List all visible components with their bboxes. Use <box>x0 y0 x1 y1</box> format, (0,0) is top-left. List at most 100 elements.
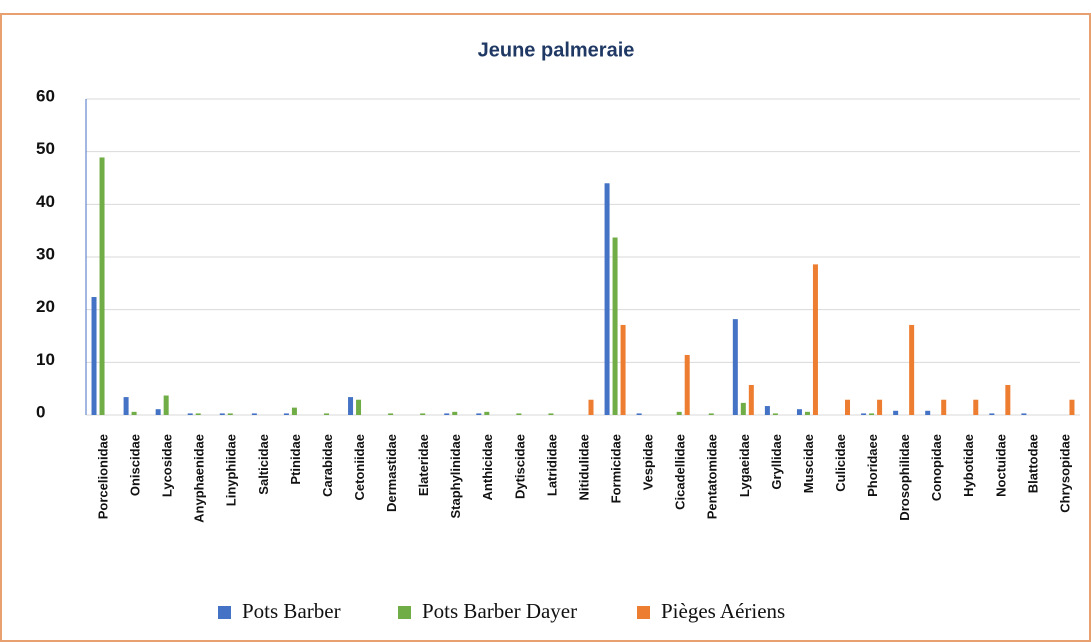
x-tick-label: Salticidae <box>256 434 271 495</box>
bar <box>604 183 610 415</box>
bar <box>812 264 818 415</box>
bar <box>732 319 738 415</box>
chart-title: Jeune palmeraie <box>478 39 635 61</box>
bar <box>484 411 490 415</box>
bar <box>476 413 482 415</box>
y-tick-label: 40 <box>36 192 55 211</box>
bar <box>91 297 97 415</box>
x-tick-label: Anyphaenidae <box>192 434 207 523</box>
y-tick-label: 60 <box>36 86 55 105</box>
bar <box>219 413 225 415</box>
bar <box>909 324 915 415</box>
x-tick-label: Nitidulidae <box>576 434 591 500</box>
x-tick-label: Phoridaee <box>865 434 880 497</box>
x-tick-label: Ptinidae <box>288 434 303 485</box>
y-tick-label: 50 <box>36 139 55 158</box>
x-tick-label: Hybotidae <box>961 434 976 497</box>
x-tick-label: Gryllidae <box>769 434 784 490</box>
x-tick-label: Cetoniidae <box>352 434 367 500</box>
y-tick-label: 30 <box>36 244 55 263</box>
bar <box>388 413 394 415</box>
bar <box>1005 384 1011 415</box>
x-tick-label: Staphylinidae <box>448 434 463 519</box>
x-tick-label: Conopidae <box>929 434 944 501</box>
x-tick-label: Cicadellidae <box>673 434 688 510</box>
bar <box>893 410 899 415</box>
bar <box>420 413 426 415</box>
bar <box>123 397 129 415</box>
bar <box>516 413 522 415</box>
x-tick-label: Pentatomidae <box>705 434 720 519</box>
bar <box>845 399 851 415</box>
bar <box>444 413 450 415</box>
bar <box>131 411 137 415</box>
bar <box>636 413 642 415</box>
bar <box>548 413 554 415</box>
x-tick-label: Carabidae <box>320 434 335 497</box>
bar <box>772 413 778 415</box>
x-tick-label: Dytiscidae <box>512 434 527 499</box>
bar <box>684 354 690 415</box>
x-tick-label: Noctuidae <box>993 434 1008 497</box>
legend-label: Pots Barber Dayer <box>422 599 577 623</box>
bar <box>251 413 257 415</box>
bar <box>348 397 354 415</box>
x-tick-label: Dermastidae <box>384 434 399 512</box>
bar <box>323 413 329 415</box>
legend-swatch <box>218 606 231 619</box>
legend-label: Pots Barber <box>242 599 341 623</box>
bar <box>989 413 995 415</box>
bar <box>877 399 883 415</box>
bar <box>612 237 618 415</box>
bar <box>356 399 362 415</box>
x-tick-label: Linyphiidae <box>224 434 239 506</box>
bar <box>155 409 161 415</box>
y-tick-label: 20 <box>36 297 55 316</box>
x-tick-label: Muscidae <box>801 434 816 493</box>
bar <box>1021 413 1027 415</box>
x-tick-label: Anthicidae <box>480 434 495 500</box>
chart-frame <box>0 13 1091 642</box>
bar <box>708 413 714 415</box>
x-tick-label: Chrysopidae <box>1057 434 1072 513</box>
bar <box>291 407 297 415</box>
x-tick-label: Elateridae <box>416 434 431 496</box>
x-tick-label: Culicidae <box>833 434 848 492</box>
bar <box>941 399 947 415</box>
bar <box>195 413 201 415</box>
bar <box>452 411 458 415</box>
bar <box>187 413 193 415</box>
x-tick-label: Drosophilidae <box>897 434 912 521</box>
bar <box>861 413 867 415</box>
bar <box>973 399 979 415</box>
y-tick-label: 0 <box>36 402 45 421</box>
bar <box>588 399 594 415</box>
x-tick-label: Lygaeidae <box>737 434 752 497</box>
x-tick-label: Lycosidae <box>160 434 175 497</box>
x-tick-label: Blattodae <box>1025 434 1040 493</box>
bar <box>740 402 746 415</box>
legend-swatch <box>637 606 650 619</box>
x-tick-label: Oniscidae <box>128 434 143 496</box>
bar <box>227 413 233 415</box>
bar <box>620 324 626 415</box>
legend-label: Pièges Aériens <box>661 599 785 623</box>
x-tick-label: Formicidae <box>609 434 624 503</box>
bar <box>1069 399 1075 415</box>
x-tick-label: Latrididae <box>544 434 559 496</box>
bar <box>99 157 105 415</box>
bar <box>925 410 931 415</box>
y-tick-label: 10 <box>36 350 55 369</box>
bar <box>764 406 770 415</box>
legend-swatch <box>398 606 411 619</box>
bar <box>163 395 169 415</box>
x-tick-label: Vespidae <box>641 434 656 490</box>
bar <box>796 409 802 415</box>
bar <box>283 413 289 415</box>
bar <box>676 411 682 415</box>
x-tick-label: Porcelionidae <box>95 434 110 519</box>
bar <box>748 384 754 415</box>
bar <box>804 411 810 415</box>
bar <box>869 413 875 415</box>
